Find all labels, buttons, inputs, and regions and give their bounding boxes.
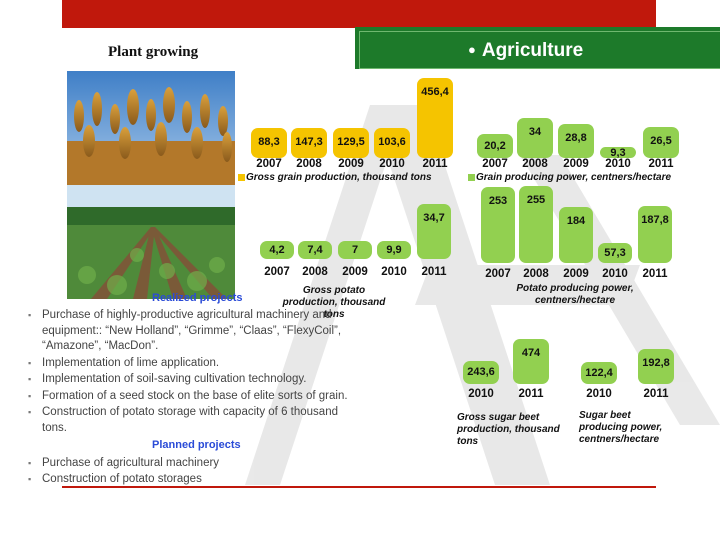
grain-gross-bar xyxy=(251,128,287,158)
grain-gross-year-label: 2007 xyxy=(256,158,282,170)
potato-yield-bar xyxy=(519,186,553,263)
potato-yield-year-label: 2007 xyxy=(485,268,511,280)
potato-yield-year-label: 2010 xyxy=(602,268,628,280)
grain-yield-year-label: 2007 xyxy=(482,158,508,170)
sugarbeet-gross-year-label: 2011 xyxy=(518,388,544,400)
grain-yield-bar xyxy=(517,118,553,158)
grain-yield-value-label: 28,8 xyxy=(565,132,587,145)
grain-gross-year-label: 2010 xyxy=(379,158,405,170)
potato-gross-bar xyxy=(298,241,332,259)
caption-sugarbeet-yield: Sugar beet producing power, centners/hec… xyxy=(579,410,663,445)
list-item: Formation of a seed stock on the base of… xyxy=(28,389,358,405)
potato-gross-year-label: 2008 xyxy=(302,266,328,278)
list-item: Implementation of lime application. xyxy=(28,356,358,372)
grain-gross-year-label: 2009 xyxy=(338,158,364,170)
section-title: ● Agriculture xyxy=(468,40,584,61)
plant-growing-title: Plant growing xyxy=(108,44,199,60)
grain-yield-year-label: 2008 xyxy=(522,158,548,170)
potato-yield-year-label: 2009 xyxy=(563,268,589,280)
grain-yield-bar xyxy=(477,134,513,158)
planned-projects-list: Purchase of agricultural machinery Const… xyxy=(28,456,358,487)
grain-gross-value-label: 456,4 xyxy=(421,86,449,98)
potato-gross-value-label: 7,4 xyxy=(307,244,323,256)
legend-swatch-grain-gross xyxy=(238,174,245,181)
caption-sugarbeet-gross: Gross sugar beet production, thousand to… xyxy=(457,412,560,447)
section-header-bar xyxy=(355,27,720,69)
potato-gross-year-label: 2007 xyxy=(264,266,290,278)
sugarbeet-gross-value-label: 243,6 xyxy=(467,366,495,379)
potato-yield-bar xyxy=(559,207,593,263)
grain-gross-bar xyxy=(333,128,369,158)
wheat-field-photo xyxy=(67,71,235,185)
legend-swatch-grain-yield xyxy=(468,174,475,181)
grain-gross-year-label: 2011 xyxy=(422,158,448,170)
grain-gross-value-label: 147,3 xyxy=(295,136,323,148)
header-red-bar xyxy=(62,0,656,28)
potato-yield-value-label: 57,3 xyxy=(604,247,626,259)
potato-gross-bar xyxy=(260,241,294,259)
potato-gross-bar xyxy=(417,204,451,259)
potato-gross-value-label: 4,2 xyxy=(269,244,285,256)
potato-gross-value-label: 34,7 xyxy=(423,212,445,224)
grain-gross-bar xyxy=(374,128,410,158)
potato-yield-year-label: 2011 xyxy=(642,268,668,280)
grain-yield-value-label: 34 xyxy=(528,126,542,138)
potato-yield-value-label: 184 xyxy=(566,215,586,228)
potato-yield-value-label: 253 xyxy=(488,194,508,207)
potato-gross-year-label: 2010 xyxy=(381,266,407,278)
list-item: Purchase of highly-productive agricultur… xyxy=(28,308,358,355)
potato-yield-year-label: 2008 xyxy=(523,268,549,280)
sugarbeet-yield-value-label: 122,4 xyxy=(585,366,613,379)
realized-projects-list: Purchase of highly-productive agricultur… xyxy=(28,308,358,436)
sugarbeet-gross-bar xyxy=(513,339,549,384)
grain-yield-value-label: 20,2 xyxy=(484,140,506,153)
grain-yield-bar xyxy=(558,124,594,158)
sugarbeet-gross-year-label: 2010 xyxy=(468,388,494,400)
grain-gross-value-label: 129,5 xyxy=(337,136,365,148)
sugarbeet-gross-value-label: 474 xyxy=(521,347,541,359)
list-item: Construction of potato storage with capa… xyxy=(28,405,358,436)
grain-yield-bar xyxy=(600,147,636,158)
list-item: Construction of potato storages xyxy=(28,472,358,488)
list-item: Purchase of agricultural machinery xyxy=(28,456,358,472)
grain-yield-year-label: 2009 xyxy=(563,158,589,170)
potato-gross-value-label: 7 xyxy=(351,244,359,256)
sugarbeet-yield-bar xyxy=(638,349,674,384)
potato-gross-bar xyxy=(338,241,372,259)
sugarbeet-yield-year-label: 2011 xyxy=(643,388,669,400)
potato-yield-bar xyxy=(481,186,515,263)
grain-yield-year-label: 2011 xyxy=(648,158,674,170)
planned-projects-heading: Planned projects xyxy=(152,439,241,451)
footer-red-line xyxy=(62,486,656,488)
caption-grain-gross: Gross grain production, thousand tons xyxy=(246,172,432,183)
grain-yield-year-label: 2010 xyxy=(605,158,631,170)
bullet-icon: ● xyxy=(468,42,476,57)
potato-yield-value-label: 255 xyxy=(526,194,546,206)
caption-grain-yield: Grain producing power, centners/hectare xyxy=(476,172,672,183)
sugarbeet-yield-value-label: 192,8 xyxy=(642,357,670,369)
potato-gross-bar xyxy=(377,241,411,259)
grain-gross-value-label: 88,3 xyxy=(258,136,280,148)
grain-gross-value-label: 103,6 xyxy=(378,136,406,148)
grain-gross-year-label: 2008 xyxy=(296,158,322,170)
potato-gross-value-label: 9,9 xyxy=(386,244,402,256)
grain-yield-value-label: 26,5 xyxy=(650,134,672,147)
grain-yield-bar xyxy=(643,126,679,158)
list-item: Implementation of soil-saving cultivatio… xyxy=(28,372,358,388)
potato-gross-year-label: 2009 xyxy=(342,266,368,278)
potato-gross-year-label: 2011 xyxy=(421,266,447,278)
sugarbeet-gross-bar xyxy=(463,360,499,384)
grain-gross-bar xyxy=(291,128,327,158)
potato-yield-value-label: 187,8 xyxy=(641,214,669,227)
grain-yield-value-label: 9,3 xyxy=(610,146,626,159)
caption-potato-yield: Potato producing power, centners/hectare xyxy=(516,283,634,306)
realized-projects-heading: Realized projects xyxy=(152,292,243,304)
sugarbeet-yield-bar xyxy=(581,361,617,384)
grain-gross-bar xyxy=(417,78,453,158)
potato-yield-bar xyxy=(598,243,632,263)
potato-field-photo xyxy=(67,185,235,299)
sugarbeet-yield-year-label: 2010 xyxy=(586,388,612,400)
potato-yield-bar xyxy=(638,206,672,263)
